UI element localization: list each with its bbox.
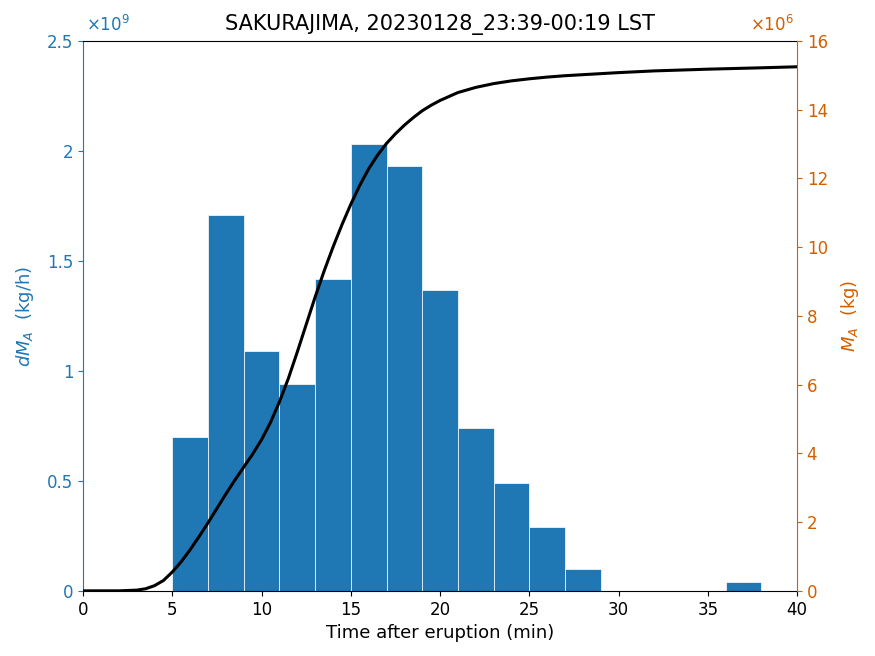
Y-axis label: $dM_A$  (kg/h): $dM_A$ (kg/h) [14,265,36,367]
Bar [493,483,529,591]
Bar [565,569,601,591]
Text: $\times10^6$: $\times10^6$ [751,15,794,35]
Bar [423,289,458,591]
Bar [279,384,315,591]
Y-axis label: $M_A$  (kg): $M_A$ (kg) [839,279,861,352]
Bar [351,144,387,591]
X-axis label: Time after eruption (min): Time after eruption (min) [326,624,554,642]
Bar [725,582,761,591]
Bar [315,279,351,591]
Text: $\times10^9$: $\times10^9$ [86,15,130,35]
Title: SAKURAJIMA, 20230128_23:39-00:19 LST: SAKURAJIMA, 20230128_23:39-00:19 LST [225,14,655,35]
Bar [208,215,244,591]
Bar [458,428,493,591]
Bar [387,167,423,591]
Bar [529,527,565,591]
Bar [172,437,208,591]
Bar [244,351,279,591]
